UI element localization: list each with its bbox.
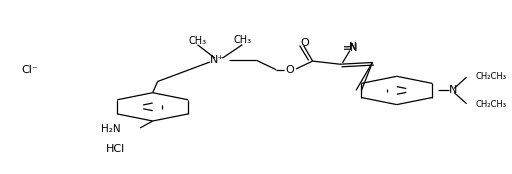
Text: O: O: [286, 65, 294, 75]
Text: N: N: [449, 85, 457, 96]
Text: CH₂CH₃: CH₂CH₃: [476, 72, 506, 81]
Text: N: N: [349, 42, 356, 52]
Text: HCl: HCl: [105, 144, 125, 154]
Text: O: O: [301, 38, 310, 48]
Text: H₂N: H₂N: [101, 124, 120, 134]
Text: CH₃: CH₃: [188, 36, 206, 46]
Text: N⁺: N⁺: [210, 55, 225, 65]
Text: CH₂CH₃: CH₂CH₃: [476, 100, 506, 109]
Text: CH₃: CH₃: [233, 35, 251, 45]
Text: Cl⁻: Cl⁻: [22, 65, 38, 75]
Text: ≡N: ≡N: [343, 43, 358, 53]
